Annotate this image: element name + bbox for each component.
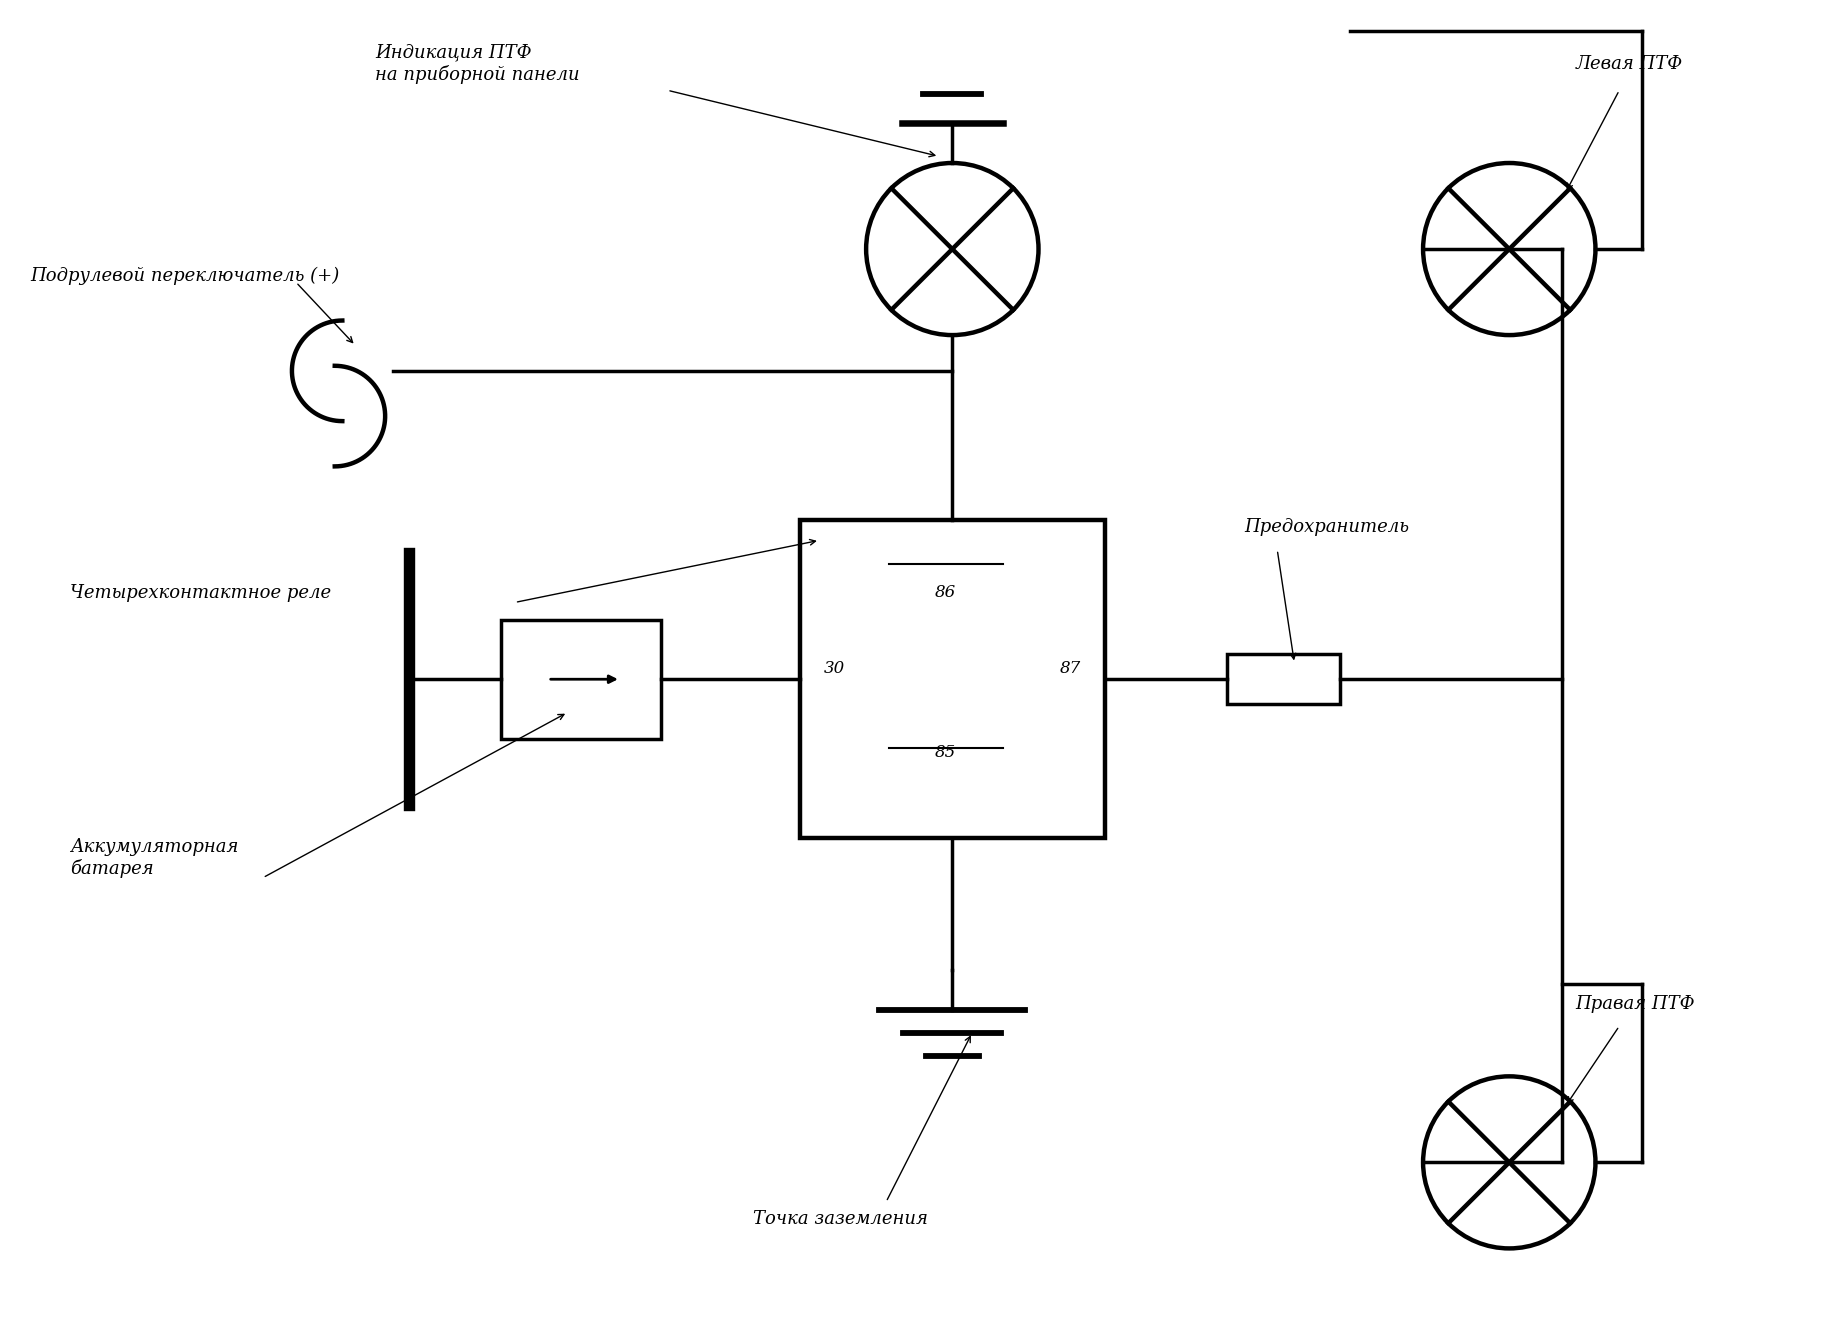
Text: Индикация ПТФ
на приборной панели: Индикация ПТФ на приборной панели [375, 44, 580, 84]
Text: Аккумуляторная
батарея: Аккумуляторная батарея [70, 838, 239, 878]
Text: Левая ПТФ: Левая ПТФ [1576, 55, 1683, 73]
Text: 85: 85 [935, 745, 957, 762]
Text: Четырехконтактное реле: Четырехконтактное реле [70, 585, 332, 602]
Text: 87: 87 [1060, 661, 1080, 677]
Bar [502, 619, 661, 739]
Text: Подрулевой переключатель (+): Подрулевой переключатель (+) [31, 266, 340, 285]
Text: Предохранитель: Предохранитель [1244, 518, 1409, 535]
Bar [1227, 654, 1341, 705]
Text: Правая ПТФ: Правая ПТФ [1576, 995, 1696, 1012]
Text: 86: 86 [935, 583, 957, 601]
Bar [799, 521, 1104, 838]
Text: Точка заземления: Точка заземления [753, 1211, 928, 1228]
Text: 30: 30 [823, 661, 845, 677]
